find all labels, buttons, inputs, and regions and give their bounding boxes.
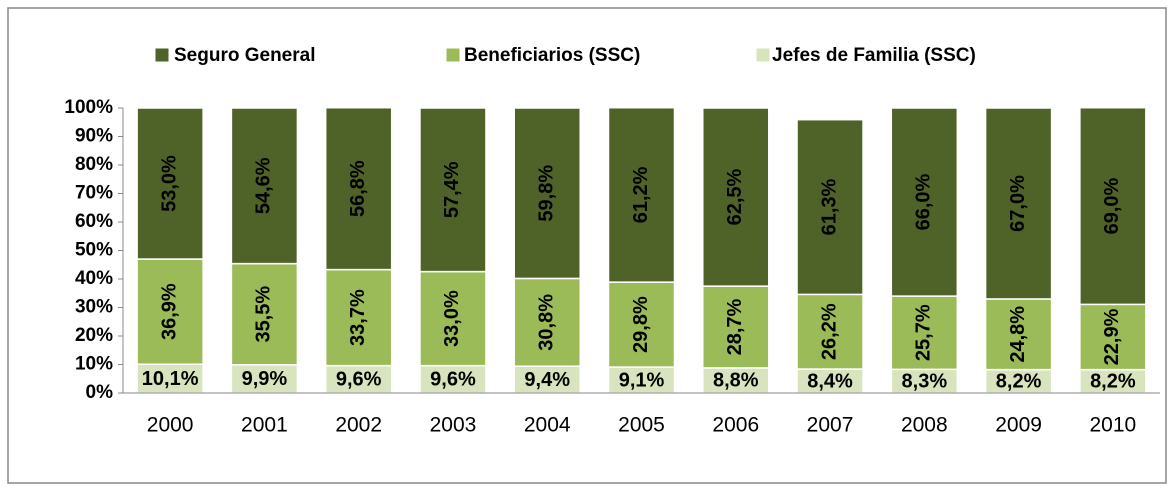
data-label: 33,0%	[441, 290, 463, 347]
data-label: 66,0%	[913, 173, 935, 230]
bar-segment	[702, 285, 770, 369]
legend-label: Jefes de Familia (SSC)	[772, 45, 976, 66]
data-label: 8,2%	[1090, 371, 1136, 393]
x-tick-label: 2002	[335, 414, 382, 437]
data-label: 9,6%	[336, 369, 382, 391]
x-tick-label: 2009	[995, 414, 1042, 437]
data-label: 25,7%	[913, 304, 935, 361]
y-tick-label: 50%	[75, 240, 113, 261]
bar-segment	[513, 277, 581, 367]
y-tick-label: 20%	[75, 325, 113, 346]
x-tick-label: 2007	[807, 414, 854, 437]
data-label: 69,0%	[1101, 177, 1123, 234]
y-tick-label: 60%	[75, 211, 113, 232]
data-label: 61,2%	[630, 166, 652, 223]
data-label: 9,9%	[242, 368, 288, 390]
legend-swatch	[445, 47, 461, 63]
bar-segment	[984, 107, 1053, 300]
data-label: 59,8%	[536, 165, 558, 222]
data-label: 24,8%	[1007, 306, 1029, 363]
y-tick-label: 30%	[75, 297, 113, 318]
bar-segment	[702, 107, 770, 287]
data-label: 8,3%	[902, 370, 948, 392]
bar-segment	[513, 107, 581, 280]
data-label: 36,9%	[158, 283, 180, 340]
data-label: 30,8%	[536, 294, 558, 351]
legend-label: Beneficiarios (SSC)	[464, 45, 640, 66]
data-label: 35,5%	[253, 286, 275, 343]
bar-segment	[136, 107, 204, 260]
y-tick-label: 100%	[64, 97, 113, 118]
data-label: 8,4%	[807, 370, 853, 392]
bar-segment	[419, 107, 487, 273]
bar-segment	[230, 107, 299, 265]
bar-segment	[230, 262, 299, 366]
y-tick-label: 70%	[75, 183, 113, 204]
x-tick-label: 2010	[1090, 414, 1137, 437]
data-label: 9,1%	[619, 369, 665, 391]
data-label: 62,5%	[724, 168, 746, 225]
y-tick-label: 0%	[86, 382, 114, 403]
x-tick-label: 2000	[147, 414, 194, 437]
data-label: 8,8%	[713, 370, 759, 392]
x-tick-label: 2008	[901, 414, 948, 437]
y-tick-label: 10%	[75, 354, 113, 375]
bar-segment	[890, 107, 959, 297]
bar-segment	[607, 366, 676, 394]
data-label: 29,8%	[630, 296, 652, 353]
bar-segment	[324, 106, 393, 271]
data-label: 8,2%	[996, 371, 1042, 393]
x-tick-label: 2001	[241, 414, 288, 437]
bar-segment	[607, 281, 676, 368]
y-tick-label: 90%	[75, 126, 113, 147]
data-label: 67,0%	[1007, 175, 1029, 232]
data-label: 26,2%	[818, 303, 840, 360]
y-tick-label: 40%	[75, 268, 113, 289]
bar-segment	[984, 298, 1053, 371]
x-tick-label: 2005	[618, 414, 665, 437]
x-tick-label: 2003	[430, 414, 477, 437]
y-tick-label: 80%	[75, 154, 113, 175]
bar-segment	[607, 106, 676, 283]
data-label: 28,7%	[724, 298, 746, 355]
data-label: 22,9%	[1101, 308, 1123, 365]
bar-segment	[1079, 106, 1147, 306]
bar-segment	[419, 270, 487, 367]
bar-segment	[890, 295, 959, 371]
data-label: 9,6%	[430, 369, 476, 391]
legend-label: Seguro General	[174, 45, 316, 66]
data-label: 57,4%	[441, 161, 463, 218]
data-label: 53,0%	[158, 155, 180, 212]
x-tick-label: 2006	[712, 414, 759, 437]
data-label: 33,7%	[347, 289, 369, 346]
bar-segment	[796, 118, 864, 296]
legend-swatch	[755, 47, 771, 63]
data-label: 54,6%	[253, 157, 275, 214]
data-label: 61,3%	[818, 178, 840, 235]
bar-segment	[1079, 303, 1147, 371]
bar-segment	[796, 293, 864, 370]
legend-swatch	[154, 47, 170, 63]
data-label: 9,4%	[524, 369, 570, 391]
data-label: 10,1%	[142, 368, 199, 390]
data-label: 56,8%	[347, 160, 369, 217]
x-tick-label: 2004	[524, 414, 571, 437]
